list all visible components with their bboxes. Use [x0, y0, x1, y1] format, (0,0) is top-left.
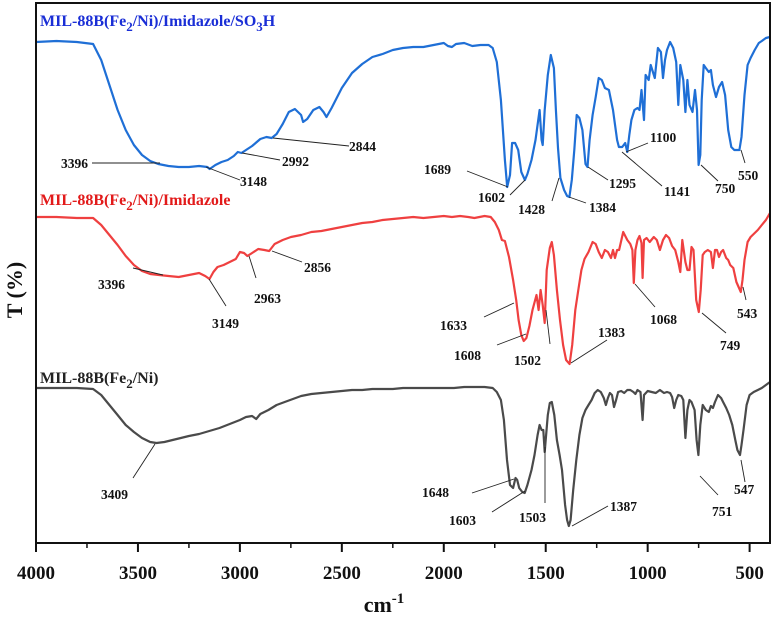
peak-label: 750 — [715, 181, 736, 196]
leader-line — [625, 142, 649, 153]
x-axis-label: cm-1 — [364, 591, 405, 617]
x-tick-label: 1000 — [629, 563, 667, 584]
peak-label: 2856 — [304, 260, 331, 275]
series-label-1: MIL-88B(Fe2/Ni)/Imidazole — [40, 192, 230, 213]
series-label-0: MIL-88B(Fe2/Ni)/Imidazole/SO3H — [40, 13, 276, 34]
y-axis-label: T (%) — [2, 262, 27, 318]
peak-label: 1141 — [664, 184, 691, 199]
y-axis-title: T (%) — [2, 262, 27, 318]
peak-label: 1603 — [449, 513, 476, 528]
leader-line — [466, 170, 509, 188]
peak-label: 2844 — [349, 139, 376, 154]
peak-annotations: 3396 3148 2992 2844 1689 1602 1428 1384 1295 1100… — [61, 130, 759, 528]
leader-line — [483, 302, 515, 318]
x-tick-label: 3000 — [221, 563, 259, 584]
leader-line — [496, 333, 527, 346]
x-axis-ticks: 4000 3500 3000 2500 2000 1500 1000 500 — [17, 543, 764, 584]
peak-label: 543 — [737, 306, 758, 321]
trace-series-0 — [35, 35, 771, 199]
peak-label: 1100 — [650, 130, 677, 145]
leader-line — [272, 137, 350, 147]
leader-line — [740, 459, 746, 483]
peak-label: 1602 — [478, 190, 505, 205]
peak-label: 1502 — [514, 353, 541, 368]
peak-label: 1503 — [519, 510, 546, 525]
peak-label: 1428 — [518, 202, 545, 217]
leader-line — [208, 278, 227, 307]
peak-label: 1068 — [650, 312, 677, 327]
leader-line — [700, 164, 719, 182]
plot-frame — [35, 2, 771, 544]
leader-line — [568, 196, 587, 204]
leader-line — [491, 490, 526, 513]
peak-label: 1633 — [440, 318, 467, 333]
peak-label: 3409 — [101, 487, 128, 502]
x-tick-label: 2000 — [425, 563, 463, 584]
peak-label: 1648 — [422, 485, 449, 500]
leader-line — [545, 309, 551, 345]
leader-line — [740, 149, 746, 164]
leader-line — [742, 286, 747, 301]
peak-label: 1295 — [609, 176, 636, 191]
peak-label: 2992 — [282, 154, 309, 169]
peak-label: 1608 — [454, 348, 481, 363]
leader-line — [271, 250, 303, 263]
peak-label: 2963 — [254, 291, 281, 306]
leader-line — [509, 179, 526, 196]
x-tick-label: 1500 — [527, 563, 565, 584]
peak-label: 3149 — [212, 316, 239, 331]
peak-label: 3396 — [98, 277, 125, 292]
peak-label: 1689 — [424, 162, 451, 177]
x-tick-label: 4000 — [17, 563, 55, 584]
x-axis-title: cm-1 — [364, 591, 405, 617]
x-tick-label: 2500 — [323, 563, 361, 584]
leader-line — [248, 255, 257, 279]
series-labels: MIL-88B(Fe2/Ni)/Imidazole/SO3H MIL-88B(Fe… — [40, 13, 276, 391]
peak-label: 1383 — [598, 325, 625, 340]
leader-line — [551, 177, 560, 202]
x-tick-label: 3500 — [119, 563, 157, 584]
leader-line — [701, 312, 727, 334]
leader-line — [570, 339, 608, 364]
trace-series-2 — [36, 381, 771, 528]
leader-line — [241, 152, 281, 161]
leader-line — [132, 443, 156, 479]
leader-line — [132, 267, 164, 276]
peak-label: 751 — [712, 504, 733, 519]
spectra-traces — [35, 35, 771, 528]
peak-label: 547 — [734, 482, 755, 497]
series-label-2: MIL-88B(Fe2/Ni) — [40, 370, 158, 391]
peak-label: 550 — [738, 168, 759, 183]
peak-label: 3396 — [61, 156, 88, 171]
peak-label: 1384 — [589, 200, 616, 215]
leader-line — [571, 505, 609, 527]
peak-label: 3148 — [240, 174, 267, 189]
x-tick-label: 500 — [735, 563, 764, 584]
peak-label: 749 — [720, 338, 741, 353]
leader-line — [699, 475, 719, 496]
leader-line — [634, 283, 656, 308]
peak-label: 1387 — [610, 499, 637, 514]
leader-line — [587, 166, 609, 181]
leader-line — [621, 151, 663, 187]
leader-line — [471, 478, 515, 494]
trace-series-1 — [36, 212, 771, 366]
leader-line — [205, 166, 241, 181]
